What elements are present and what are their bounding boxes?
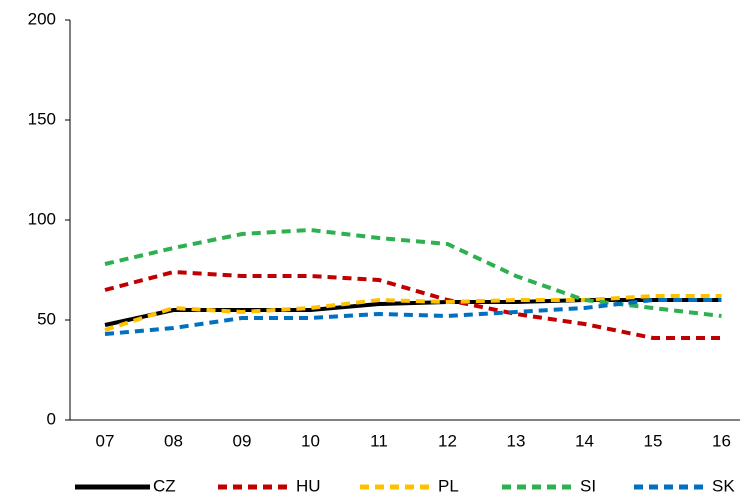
x-tick-label: 15 (644, 431, 663, 450)
x-tick-label: 08 (164, 431, 183, 450)
x-tick-label: 10 (301, 431, 320, 450)
legend-label: SI (580, 476, 596, 495)
legend-label: SK (712, 476, 735, 495)
x-tick-label: 07 (96, 431, 115, 450)
legend-label: CZ (153, 476, 176, 495)
y-tick-label: 100 (28, 209, 56, 228)
line-series (104, 294, 722, 332)
x-tick-label: 16 (712, 431, 731, 450)
legend-label: HU (296, 476, 321, 495)
x-tick-label: 12 (438, 431, 457, 450)
y-tick-label: 200 (28, 9, 56, 28)
y-tick-label: 150 (28, 109, 56, 128)
line-series (104, 269, 722, 340)
x-tick-label: 09 (233, 431, 252, 450)
legend-label: PL (438, 476, 459, 495)
line-series (104, 298, 722, 336)
x-tick-label: 13 (507, 431, 526, 450)
x-tick-label: 11 (370, 431, 388, 450)
x-tick-label: 14 (575, 431, 594, 450)
y-tick-label: 50 (37, 309, 56, 328)
y-tick-label: 0 (47, 409, 56, 428)
